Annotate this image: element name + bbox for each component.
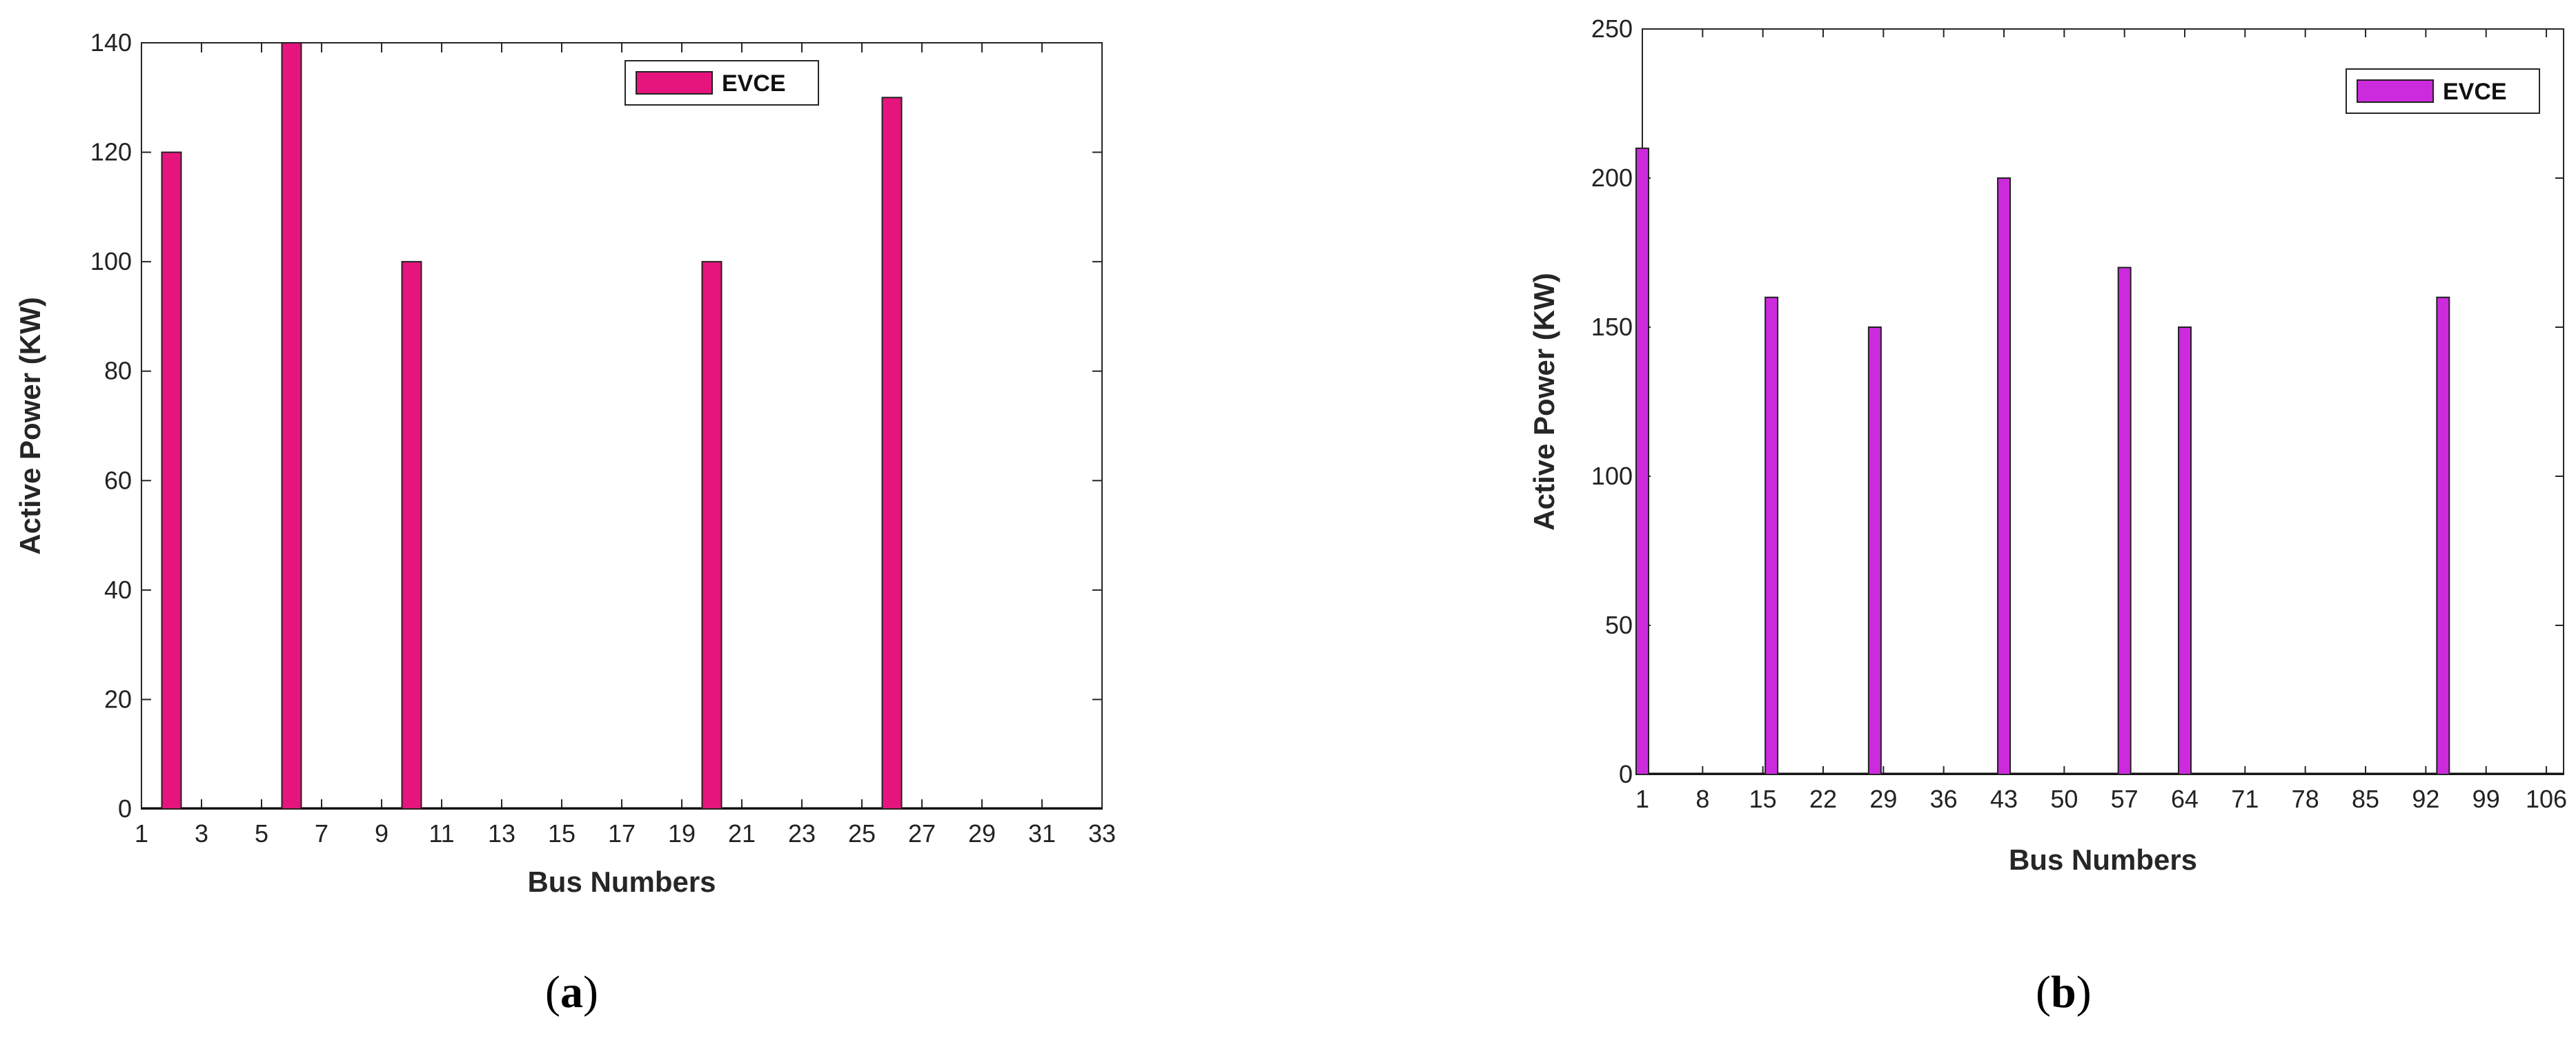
x-tick-label-a: 23 xyxy=(788,819,816,848)
x-tick-label-a: 15 xyxy=(548,819,576,848)
bar-a xyxy=(281,42,302,810)
y-axis-label-a: Active Power (KW) xyxy=(14,297,46,554)
y-tick-label-b: 50 xyxy=(1605,611,1633,639)
x-tick-label-a: 17 xyxy=(608,819,636,848)
y-tick-label-a: 100 xyxy=(90,247,132,275)
y-tick-label-b: 150 xyxy=(1591,313,1633,341)
x-tick-label-b: 15 xyxy=(1749,785,1777,813)
y-tick-label-a: 80 xyxy=(104,357,132,385)
x-tick-label-b: 50 xyxy=(2050,785,2078,813)
x-tick-label-b: 85 xyxy=(2352,785,2379,813)
x-tick-label-a: 21 xyxy=(728,819,756,848)
bar-b xyxy=(2436,296,2450,775)
y-tick-label-a: 140 xyxy=(90,28,132,57)
x-tick-label-a: 19 xyxy=(668,819,696,848)
x-tick-label-a: 27 xyxy=(908,819,936,848)
x-tick-label-a: 25 xyxy=(848,819,876,848)
x-tick-label-b: 43 xyxy=(1990,785,2018,813)
legend-a: EVCE xyxy=(625,60,819,106)
legend-label-a: EVCE xyxy=(722,70,786,97)
x-tick-label-b: 8 xyxy=(1695,785,1709,813)
legend-swatch-a xyxy=(636,71,713,95)
legend-b: EVCE xyxy=(2346,68,2540,114)
x-tick-label-b: 71 xyxy=(2231,785,2259,813)
bar-a xyxy=(401,261,422,810)
x-tick-label-a: 29 xyxy=(968,819,996,848)
x-tick-label-b: 106 xyxy=(2526,785,2567,813)
y-axis-label-b: Active Power (KW) xyxy=(1528,273,1560,530)
caption-a: (a) xyxy=(545,967,598,1017)
bar-b xyxy=(1997,177,2012,775)
legend-swatch-b xyxy=(2357,79,2434,103)
x-tick-label-b: 57 xyxy=(2111,785,2139,813)
x-tick-label-b: 99 xyxy=(2472,785,2500,813)
x-tick-label-a: 9 xyxy=(375,819,389,848)
y-tick-label-b: 200 xyxy=(1591,164,1633,192)
y-tick-label-b: 0 xyxy=(1619,760,1633,788)
y-tick-label-b: 100 xyxy=(1591,462,1633,490)
x-tick-label-b: 78 xyxy=(2292,785,2319,813)
x-axis-label-b: Bus Numbers xyxy=(2009,843,2197,876)
x-tick-label-a: 1 xyxy=(135,819,148,848)
bar-a xyxy=(701,261,722,810)
y-tick-label-a: 60 xyxy=(104,466,132,494)
x-tick-label-a: 11 xyxy=(429,819,454,848)
bar-b xyxy=(2178,326,2192,775)
caption-b: (b) xyxy=(2036,967,2092,1017)
caption-b-letter: b xyxy=(2050,967,2076,1017)
x-tick-label-a: 7 xyxy=(315,819,328,848)
y-tick-label-a: 40 xyxy=(104,576,132,604)
x-tick-label-b: 92 xyxy=(2412,785,2439,813)
y-tick-label-b: 250 xyxy=(1591,14,1633,43)
bar-a xyxy=(881,97,903,810)
x-tick-label-b: 22 xyxy=(1809,785,1837,813)
bar-b xyxy=(1635,147,1649,776)
y-tick-label-a: 0 xyxy=(118,794,132,823)
x-tick-label-a: 33 xyxy=(1088,819,1116,848)
x-axis-label-a: Bus Numbers xyxy=(527,866,716,898)
x-tick-label-a: 31 xyxy=(1028,819,1056,848)
x-tick-label-a: 13 xyxy=(488,819,515,848)
x-tick-label-a: 3 xyxy=(195,819,208,848)
x-tick-label-b: 36 xyxy=(1930,785,1958,813)
x-tick-label-b: 29 xyxy=(1869,785,1897,813)
x-tick-label-b: 1 xyxy=(1635,785,1649,813)
bar-b xyxy=(1764,296,1779,775)
chart-b: 0 50 100 150 200 250 1 8 15 22 29 36 43 50 57 64 71 78 85 9… xyxy=(1528,14,2567,876)
x-tick-label-b: 64 xyxy=(2171,785,2199,813)
bar-b xyxy=(1867,326,1882,775)
x-tick-label-a: 5 xyxy=(255,819,268,848)
caption-a-letter: a xyxy=(560,967,583,1017)
y-tick-label-a: 20 xyxy=(104,685,132,713)
plot-area-b xyxy=(1642,28,2564,775)
bar-a xyxy=(161,151,182,810)
y-tick-label-a: 120 xyxy=(90,138,132,166)
bar-b xyxy=(2117,266,2132,776)
legend-label-b: EVCE xyxy=(2443,79,2507,105)
